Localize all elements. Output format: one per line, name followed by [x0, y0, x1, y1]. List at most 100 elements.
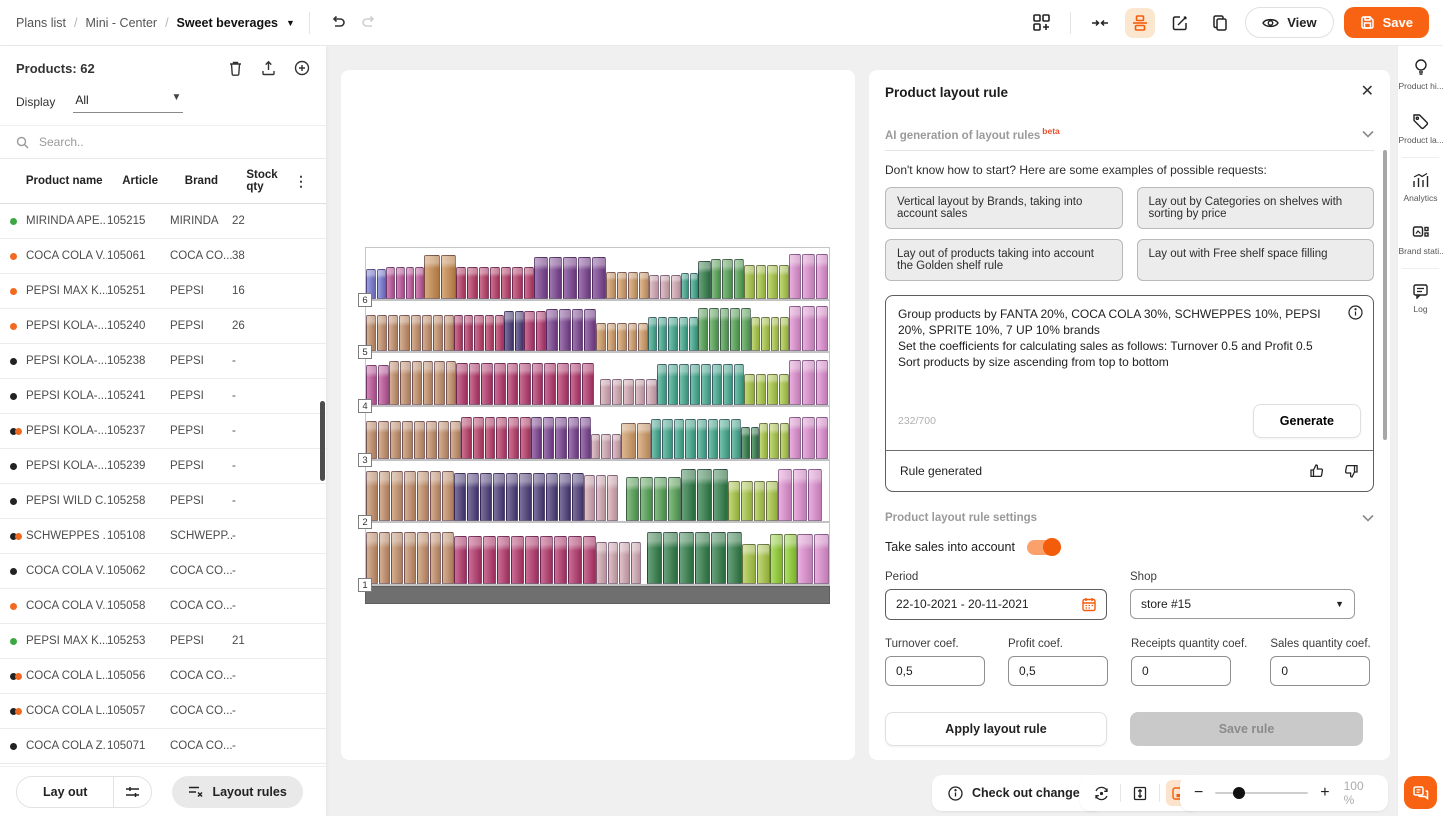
- product-bottle[interactable]: [464, 315, 474, 351]
- product-bottle[interactable]: [744, 265, 755, 299]
- product-bottle[interactable]: [480, 473, 493, 521]
- product-bottle[interactable]: [651, 419, 662, 459]
- product-bottle[interactable]: [461, 417, 472, 459]
- take-sales-toggle[interactable]: [1026, 537, 1061, 556]
- product-bottle[interactable]: [696, 419, 707, 459]
- product-facing-group[interactable]: [797, 523, 829, 584]
- product-bottle[interactable]: [802, 360, 815, 405]
- product-bottle[interactable]: [802, 417, 815, 459]
- product-bottle[interactable]: [555, 417, 567, 459]
- zoom-in-button[interactable]: +: [1320, 784, 1330, 801]
- product-bottle[interactable]: [793, 469, 807, 521]
- sidebar-item-log[interactable]: Log: [1398, 271, 1443, 324]
- product-bottle[interactable]: [722, 259, 733, 299]
- product-facing-group[interactable]: [454, 461, 584, 521]
- product-bottle[interactable]: [496, 536, 511, 584]
- prompt-input[interactable]: Group products by FANTA 20%, COCA COLA 3…: [898, 306, 1321, 370]
- product-bottle[interactable]: [712, 364, 722, 405]
- product-bottle[interactable]: [402, 421, 413, 459]
- product-bottle[interactable]: [474, 315, 484, 351]
- product-bottle[interactable]: [784, 534, 797, 584]
- coefficient-input[interactable]: 0,5: [885, 655, 985, 686]
- product-facing-group[interactable]: [789, 353, 828, 405]
- product-bottle[interactable]: [443, 315, 454, 351]
- product-bottle[interactable]: [544, 363, 557, 405]
- product-bottle[interactable]: [592, 257, 606, 299]
- product-bottle[interactable]: [504, 311, 514, 351]
- product-facing-group[interactable]: [546, 301, 596, 351]
- product-bottle[interactable]: [755, 265, 766, 299]
- product-bottle[interactable]: [815, 360, 828, 405]
- product-bottle[interactable]: [688, 317, 699, 351]
- shelf[interactable]: 3: [358, 407, 829, 467]
- product-bottle[interactable]: [416, 471, 429, 521]
- product-bottle[interactable]: [759, 423, 769, 459]
- panel-scrollbar[interactable]: [1383, 150, 1387, 440]
- product-bottle[interactable]: [668, 317, 678, 351]
- product-facing-group[interactable]: [651, 407, 741, 459]
- product-bottle[interactable]: [546, 309, 558, 351]
- product-bottle[interactable]: [701, 364, 711, 405]
- product-bottle[interactable]: [399, 315, 410, 351]
- product-bottle[interactable]: [506, 473, 519, 521]
- product-bottle[interactable]: [454, 315, 464, 351]
- product-bottle[interactable]: [740, 481, 753, 521]
- product-bottle[interactable]: [723, 364, 733, 405]
- product-facing-group[interactable]: [648, 301, 699, 351]
- product-bottle[interactable]: [654, 477, 667, 521]
- sidebar-item-product-highlight[interactable]: Product hi...: [1398, 46, 1443, 101]
- product-bottle[interactable]: [434, 361, 445, 405]
- product-bottle[interactable]: [617, 323, 627, 351]
- product-bottle[interactable]: [626, 477, 639, 521]
- example-request-chip[interactable]: Vertical layout by Brands, taking into a…: [885, 186, 1123, 229]
- product-bottle[interactable]: [389, 361, 400, 405]
- zoom-slider-thumb[interactable]: [1233, 787, 1246, 799]
- focus-selection-button[interactable]: [1088, 780, 1114, 806]
- product-bottle[interactable]: [429, 532, 442, 584]
- columns-menu-button[interactable]: ⋮: [294, 172, 309, 189]
- product-bottle[interactable]: [411, 361, 422, 405]
- product-bottle[interactable]: [567, 417, 579, 459]
- products-scrollbar[interactable]: [320, 401, 325, 481]
- sidebar-item-analytics[interactable]: Analytics: [1398, 160, 1443, 213]
- product-bottle[interactable]: [478, 267, 489, 299]
- product-bottle[interactable]: [789, 360, 802, 405]
- product-bottle[interactable]: [591, 434, 601, 459]
- product-facing-group[interactable]: [531, 407, 592, 459]
- product-bottle[interactable]: [658, 317, 668, 351]
- product-bottle[interactable]: [442, 471, 455, 521]
- product-bottle[interactable]: [577, 257, 592, 299]
- product-bottle[interactable]: [494, 315, 505, 351]
- product-bottle[interactable]: [531, 363, 544, 405]
- product-bottle[interactable]: [778, 469, 792, 521]
- product-facing-group[interactable]: [681, 248, 698, 299]
- product-bottle[interactable]: [639, 272, 649, 299]
- product-bottle[interactable]: [405, 267, 415, 299]
- product-bottle[interactable]: [596, 323, 606, 351]
- product-bottle[interactable]: [531, 417, 543, 459]
- product-bottle[interactable]: [679, 364, 689, 405]
- product-bottle[interactable]: [378, 532, 391, 584]
- product-bottle[interactable]: [660, 275, 670, 299]
- product-bottle[interactable]: [742, 544, 756, 584]
- product-bottle[interactable]: [815, 417, 828, 459]
- table-row[interactable]: PEPSI KOLA-... 105237 PEPSI -: [0, 414, 326, 449]
- generate-button[interactable]: Generate: [1252, 403, 1361, 438]
- product-facing-group[interactable]: [742, 523, 770, 584]
- product-bottle[interactable]: [600, 379, 611, 405]
- product-bottle[interactable]: [617, 272, 627, 299]
- product-bottle[interactable]: [414, 421, 425, 459]
- chevron-down-icon[interactable]: [1362, 130, 1374, 138]
- upload-products-button[interactable]: [261, 60, 276, 76]
- table-row[interactable]: PEPSI KOLA-... 105240 PEPSI 26: [0, 309, 326, 344]
- product-bottle[interactable]: [569, 363, 582, 405]
- product-bottle[interactable]: [376, 269, 386, 299]
- column-brand[interactable]: Brand: [184, 175, 219, 187]
- product-facing-group[interactable]: [770, 523, 797, 584]
- check-out-changes-button[interactable]: Check out changes: [932, 775, 1103, 811]
- product-bottle[interactable]: [668, 477, 681, 521]
- product-bottle[interactable]: [454, 536, 468, 584]
- product-bottle[interactable]: [611, 379, 623, 405]
- product-bottle[interactable]: [802, 254, 815, 299]
- product-facing-group[interactable]: [744, 353, 789, 405]
